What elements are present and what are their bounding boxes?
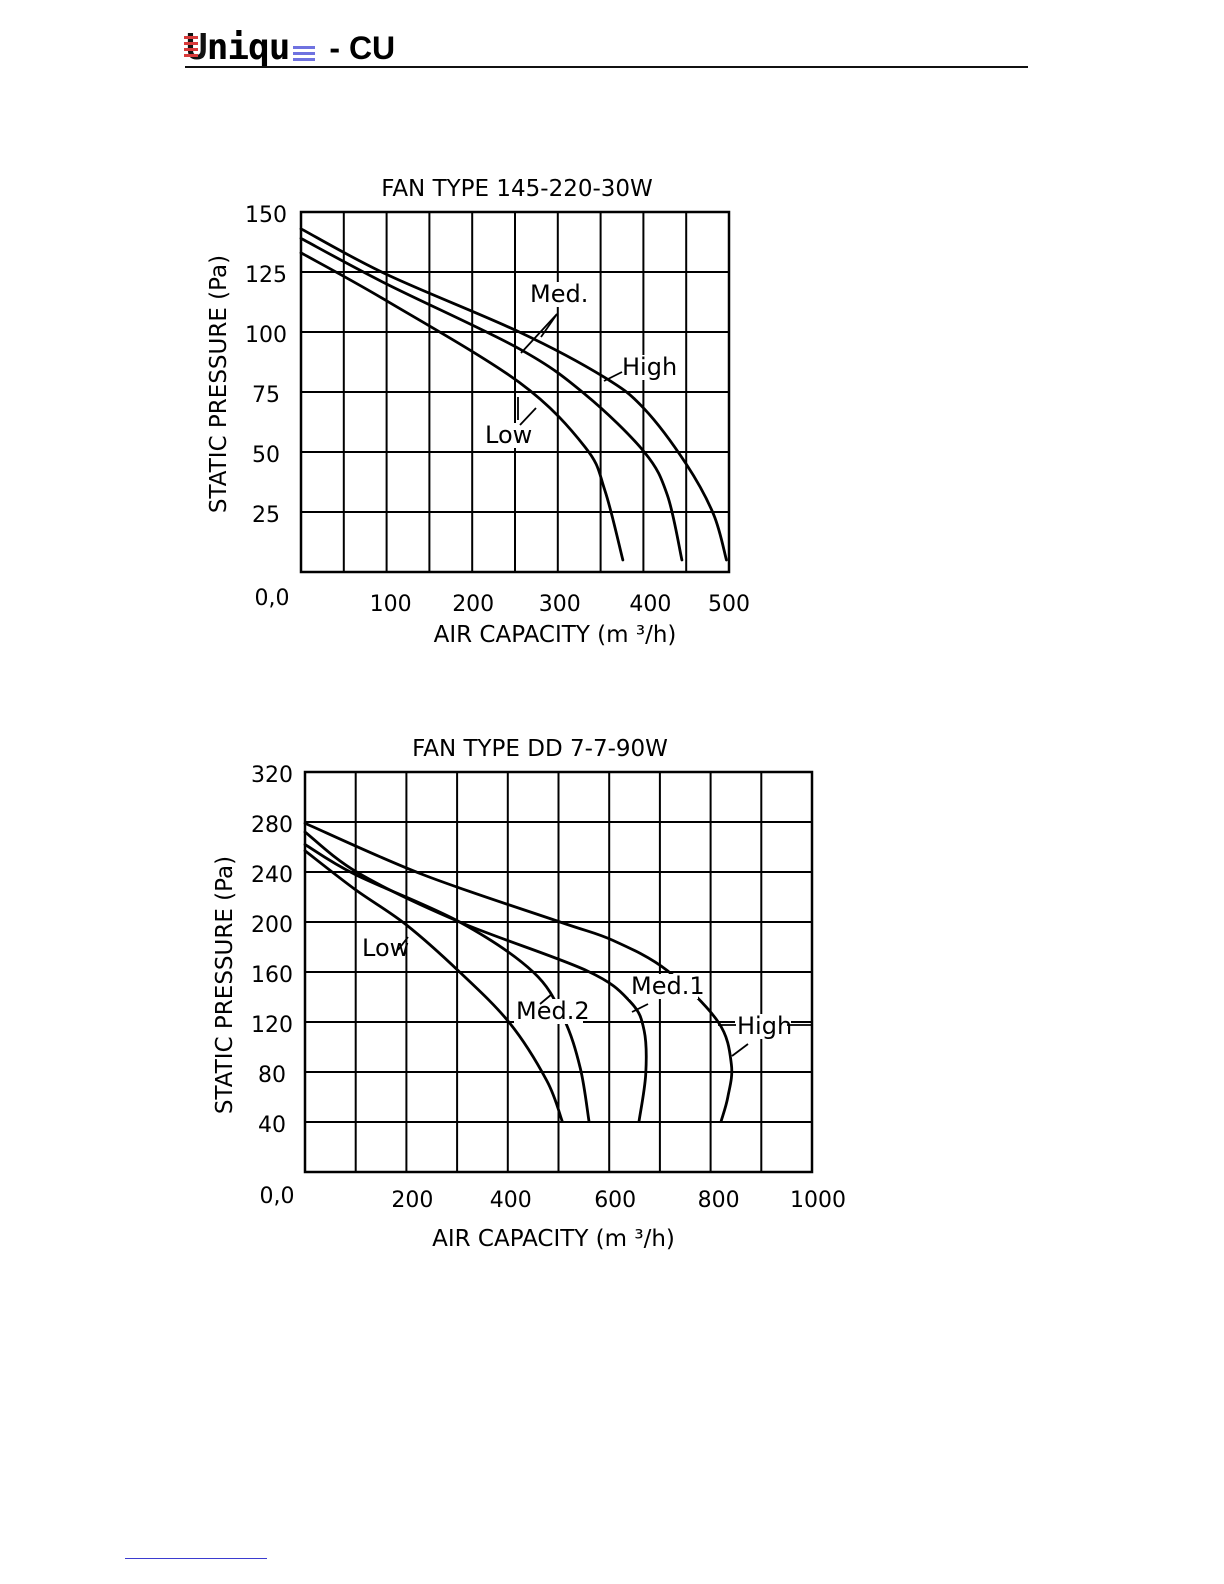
x-tick-label: 600: [594, 1188, 636, 1213]
curve-label: High: [622, 353, 677, 381]
y-tick-label: 125: [245, 263, 287, 288]
annotation-background: [514, 999, 583, 1024]
leader-line: [397, 936, 409, 951]
annotation-background: [620, 355, 676, 380]
series-line-low: [303, 849, 564, 1123]
annotation-background: [735, 1014, 791, 1039]
leader-line: [540, 313, 558, 338]
header-rule: [185, 66, 1028, 68]
y-tick-label: 150: [245, 203, 287, 228]
x-tick-label: 400: [629, 592, 671, 617]
leader-line: [519, 407, 537, 426]
x-tick-label: 200: [452, 592, 494, 617]
leader-line: [731, 1043, 749, 1057]
series-line-high: [299, 227, 728, 562]
y-tick-label: 200: [251, 913, 293, 938]
logo-wordmark: Uniqu: [184, 27, 290, 68]
chart-2: FAN TYPE DD 7-7-90W 40 80 120 160 200 240 280 32…: [212, 736, 846, 1252]
y-axis-label: STATIC PRESSURE (Pa): [212, 856, 238, 1114]
x-tick-label: 400: [490, 1188, 532, 1213]
leader-line: [520, 313, 558, 354]
y-tick-label: 80: [258, 1063, 286, 1088]
y-tick-label: 25: [252, 503, 280, 528]
curve-label: Med.2: [516, 997, 590, 1025]
series-line-med: [299, 237, 684, 562]
series-line-high: [303, 821, 734, 1123]
logo-stripes-icon: [293, 46, 316, 62]
brand-logo: Uniqu - CU: [184, 26, 396, 68]
x-tick-label: 500: [708, 592, 750, 617]
y-tick-label: 280: [251, 813, 293, 838]
y-tick-label: 120: [251, 1013, 293, 1038]
curve-label: Med.1: [631, 972, 705, 1000]
plot-frame: [299, 210, 731, 574]
x-tick-label: 300: [539, 592, 581, 617]
y-tick-label: 75: [252, 383, 280, 408]
x-axis-label: AIR CAPACITY (m ³/h): [432, 1226, 675, 1252]
curve-label: Med.: [530, 280, 588, 308]
x-axis-label: AIR CAPACITY (m ³/h): [434, 622, 677, 648]
series-line-med2: [303, 843, 591, 1123]
y-tick-label: 50: [252, 443, 280, 468]
y-tick-label: 160: [251, 963, 293, 988]
leader-line: [631, 1003, 649, 1013]
curve-label: High: [737, 1012, 792, 1040]
leader-line: [603, 371, 623, 382]
origin-label: 0,0: [255, 586, 290, 611]
y-axis-label: STATIC PRESSURE (Pa): [206, 255, 232, 513]
chart-1: FAN TYPE 145-220-30W 25 50 75 100 125 150 100 20…: [206, 176, 750, 648]
curve-label: Low: [485, 421, 532, 449]
model-suffix: - CU: [329, 30, 396, 66]
x-tick-label: 200: [391, 1188, 433, 1213]
x-tick-label: 1000: [790, 1188, 846, 1213]
chart-title: FAN TYPE 145-220-30W: [381, 176, 653, 202]
annotation-background: [360, 936, 403, 961]
leader-line: [539, 993, 553, 1005]
y-tick-label: 240: [251, 863, 293, 888]
plot-frame: [303, 770, 814, 1174]
annotation-background: [629, 974, 698, 999]
footer-rule: [125, 1558, 267, 1559]
annotation-background: [483, 423, 526, 448]
y-tick-label: 40: [258, 1113, 286, 1138]
annotation-background: [528, 282, 584, 307]
series-line-low: [299, 251, 625, 562]
x-tick-label: 800: [698, 1188, 740, 1213]
y-tick-label: 100: [245, 323, 287, 348]
origin-label: 0,0: [260, 1184, 295, 1209]
chart-title: FAN TYPE DD 7-7-90W: [412, 736, 668, 762]
x-tick-label: 100: [370, 592, 412, 617]
y-tick-label: 320: [251, 763, 293, 788]
series-line-med1: [303, 830, 648, 1123]
curve-label: Low: [362, 934, 409, 962]
